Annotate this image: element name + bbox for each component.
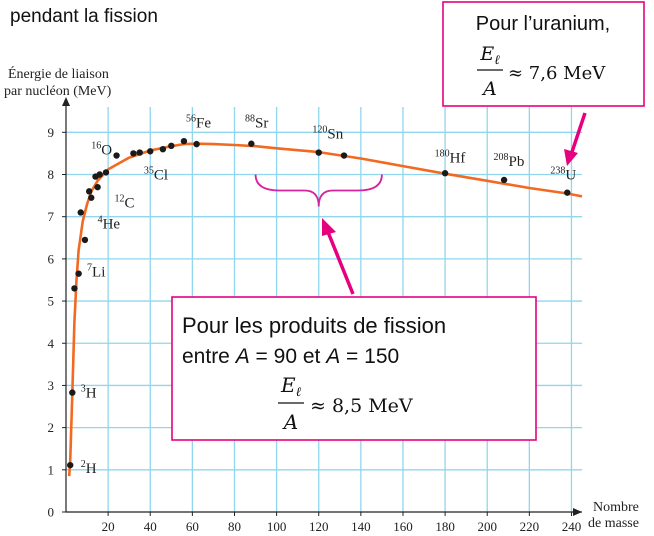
data-point-A2: [67, 461, 74, 469]
fission-annotation-line1: Pour les produits de fission: [182, 313, 446, 338]
y-tick-label-7: 7: [48, 209, 55, 224]
data-point-A238: [564, 189, 571, 196]
data-point-A208: [500, 176, 508, 184]
fission-fraction-denominator: A: [282, 410, 298, 434]
data-point-A35: [136, 149, 143, 156]
x-tick-label-140: 140: [351, 519, 371, 534]
x-tick-label-20: 20: [102, 519, 115, 534]
data-point-A9: [81, 236, 89, 244]
nuclide-label-4He: 4He: [98, 215, 121, 233]
data-point-A120: [315, 149, 322, 156]
data-point-A88: [248, 140, 255, 147]
y-axis-label-line2: par nucléon (MeV): [4, 84, 112, 99]
x-tick-label-180: 180: [435, 519, 455, 534]
data-point-A62: [193, 140, 200, 148]
x-tick-label-100: 100: [267, 519, 287, 534]
x-tick-label-220: 220: [520, 519, 540, 534]
y-tick-label-3: 3: [48, 378, 55, 393]
y-axis-label-line1: Énergie de liaison: [8, 65, 109, 82]
fission-annotation-line2: entre A = 90 et A = 150: [182, 345, 399, 368]
fission-arrow-head: [322, 218, 336, 236]
nuclide-labels: 56Fe 88Sr 120Sn 16O 35Cl 180Hf 208Pb 238U 12C 4He…: [81, 113, 577, 477]
y-tick-label-8: 8: [48, 167, 55, 182]
y-tick-label-2: 2: [48, 420, 55, 435]
axes: [62, 97, 582, 516]
nuclide-label-2H: 2H: [81, 459, 97, 477]
y-tick-label-4: 4: [48, 336, 55, 351]
fission-annotation-box: [171, 296, 537, 441]
data-point-A180: [441, 170, 449, 177]
data-point-A3: [69, 389, 76, 396]
data-point-A12: [88, 194, 95, 201]
data-point-A24: [113, 152, 120, 159]
uranium-annotation-box: [442, 1, 645, 107]
y-tick-label-5: 5: [48, 294, 55, 309]
x-tick-label-80: 80: [228, 519, 241, 534]
uranium-annotation-line1: Pour l’uranium,: [476, 13, 611, 35]
uranium-fraction-denominator: A: [481, 78, 497, 100]
data-points: [67, 137, 571, 469]
nuclide-label-7Li: 7Li: [87, 263, 105, 281]
nuclide-label-88Sr: 88Sr: [245, 113, 268, 131]
data-point-A11: [85, 188, 93, 195]
fission-range-brace: [254, 174, 383, 207]
data-point-A46: [159, 145, 167, 153]
nuclide-label-12C: 12C: [114, 193, 134, 211]
x-tick-label-120: 120: [309, 519, 329, 534]
data-point-A15: [94, 183, 101, 191]
y-tick-label-1: 1: [48, 462, 55, 477]
y-axis-arrow: [62, 97, 70, 106]
x-axis-arrow: [573, 508, 582, 516]
data-point-A40: [147, 148, 154, 155]
fission-arrow-line: [326, 231, 355, 295]
binding-energy-curve-group: [67, 142, 583, 477]
nuclide-label-56Fe: 56Fe: [186, 113, 211, 131]
data-point-A56: [180, 137, 188, 145]
x-axis-label-line1: Nombre: [593, 500, 639, 515]
y-tick-label-0: 0: [48, 505, 55, 520]
data-point-A6: [75, 270, 82, 277]
data-point-A4: [71, 285, 78, 292]
uranium-annotation-value: ≈ 7,6 MeV: [508, 63, 606, 84]
tick-labels: 20 40 60 80 100 120 140 160 180 200 220 240 0 1 2 3 4 5 6 7…: [48, 125, 582, 534]
y-tick-label-6: 6: [48, 251, 55, 266]
data-point-A19: [102, 169, 110, 176]
title-fragment: pendant la fission: [10, 6, 158, 27]
data-point-A32: [130, 150, 137, 157]
nuclide-label-180Hf: 180Hf: [435, 149, 466, 167]
uranium-arrow-head: [564, 149, 578, 166]
nuclide-label-3H: 3H: [81, 383, 97, 401]
y-tick-label-9: 9: [48, 125, 55, 140]
x-tick-label-200: 200: [477, 519, 497, 534]
uranium-arrow-line: [570, 112, 587, 153]
x-tick-label-60: 60: [186, 519, 199, 534]
data-point-A132: [340, 152, 348, 159]
nuclide-label-120Sn: 120Sn: [312, 125, 343, 143]
fission-annotation-value: ≈ 8,5 MeV: [310, 395, 413, 417]
x-axis-label-line2: de masse: [588, 516, 639, 531]
x-tick-label-160: 160: [393, 519, 413, 534]
x-tick-label-240: 240: [562, 519, 582, 534]
x-tick-label-40: 40: [144, 519, 157, 534]
binding-energy-curve: [67, 142, 583, 477]
nuclide-label-16O: 16O: [91, 140, 112, 158]
data-point-A16: [96, 171, 103, 178]
nuclide-label-35Cl: 35Cl: [144, 166, 168, 184]
data-point-A7: [77, 209, 84, 216]
data-point-A50: [168, 142, 175, 150]
nuclide-label-208Pb: 208Pb: [494, 152, 525, 170]
nuclide-label-238U: 238U: [550, 166, 576, 184]
